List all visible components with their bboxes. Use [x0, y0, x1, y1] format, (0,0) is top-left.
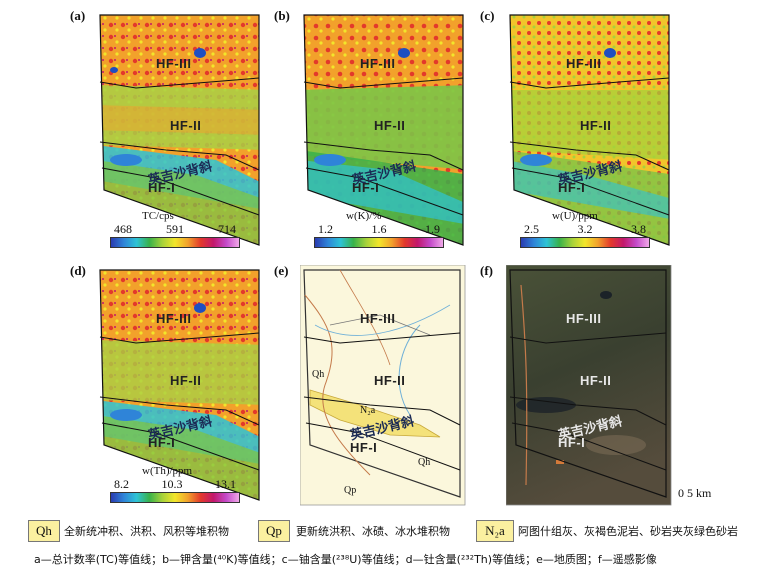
- panel-label: (d): [70, 263, 86, 278]
- panel-label: (a): [70, 8, 86, 23]
- zone-label-hf3: HF-III: [360, 56, 396, 71]
- zone-label-hf1: HF-I: [558, 435, 586, 450]
- tick-label: 1.9: [425, 222, 440, 236]
- legend-swatch-qh: Qh: [28, 520, 60, 542]
- zone-label-hf3: HF-III: [566, 56, 602, 71]
- color-bar: [110, 492, 240, 503]
- legend-swatch-n2a: N₂a: [476, 520, 514, 542]
- tc-contour-map: [99, 14, 260, 246]
- color-bar: [110, 237, 240, 248]
- map-scale-bar: 0 5 km: [678, 486, 711, 501]
- panel-f: (f) HF-III HF-II HF-I 英吉沙背斜: [480, 263, 746, 510]
- scale-value: 5 km: [687, 486, 712, 500]
- scale-title: w(Th)/ppm: [142, 465, 193, 477]
- panel-label: (e): [274, 263, 289, 278]
- figure-caption: a—总计数率(TC)等值线；b—钾含量(⁴⁰K)等值线；c—铀含量(²³⁸U)等…: [34, 553, 657, 566]
- zone-label-hf2: HF-II: [580, 118, 612, 133]
- k-contour-map: [303, 14, 464, 246]
- zone-label-hf1: HF-I: [352, 180, 380, 195]
- panel-label: (b): [274, 8, 290, 23]
- panel-a: (a) HF-III HF-II HF-I 英吉沙背斜 TC/cps 468 59…: [70, 8, 336, 255]
- color-scale: w(K)/% 1.2 1.6 1.9: [314, 210, 444, 248]
- tick-label: 468: [114, 222, 132, 236]
- zone-label-hf1: HF-I: [148, 435, 176, 450]
- tick-label: 8.2: [114, 477, 129, 491]
- tick-label: 10.3: [161, 477, 183, 491]
- tick-label: 3.8: [631, 222, 646, 236]
- panel-label: (f): [480, 263, 493, 278]
- panel-d: (d) HF-III HF-II HF-I 英吉沙背斜 w(Th)/ppm 8.…: [70, 263, 336, 510]
- zone-label-hf2: HF-II: [170, 373, 202, 388]
- panel-c: (c) HF-III HF-II HF-I 英吉沙背斜 w(U)/ppm 2.5…: [480, 8, 746, 255]
- tick-label: 3.2: [577, 222, 593, 236]
- color-scale: TC/cps 468 591 714: [110, 210, 240, 248]
- zone-label-hf1: HF-I: [350, 440, 378, 455]
- color-scale: w(Th)/ppm 8.2 10.3 13.1: [110, 465, 240, 503]
- u-contour-map: [509, 14, 670, 246]
- zone-label-hf1: HF-I: [558, 180, 586, 195]
- panel-e: (e) HF-III HF-II HF-I 英吉沙背斜 Qh N₂a Qh Qp: [274, 263, 540, 510]
- tick-label: 714: [218, 222, 236, 236]
- zone-label-hf3: HF-III: [566, 311, 602, 326]
- legend-text-qh: 全新统冲积、洪积、风积等堆积物: [64, 525, 229, 538]
- tick-label: 2.5: [524, 222, 539, 236]
- panel-b: (b) HF-III HF-II HF-I 英吉沙背斜 w(K)/% 1.2 1.…: [274, 8, 540, 255]
- color-bar: [314, 237, 444, 248]
- scale-title: w(U)/ppm: [552, 210, 598, 222]
- zone-label-hf2: HF-II: [374, 118, 406, 133]
- tick-label: 591: [166, 222, 184, 236]
- legend-swatch-qp: Qp: [258, 520, 290, 542]
- scale-title: TC/cps: [142, 210, 174, 222]
- legend-text-qp: 更新统洪积、冰碛、冰水堆积物: [296, 525, 450, 538]
- geo-label-qp: Qp: [344, 485, 357, 496]
- legend: Qh 全新统冲积、洪积、风积等堆积物 Qp 更新统洪积、冰碛、冰水堆积物 N₂a…: [0, 518, 773, 544]
- scale-zero: 0: [678, 486, 684, 500]
- geologic-map: [300, 265, 466, 506]
- zone-label-hf3: HF-III: [360, 311, 396, 326]
- geo-label-n2a: N₂a: [360, 405, 376, 416]
- geo-label-qh: Qh: [418, 457, 431, 468]
- geo-label-qh: Qh: [312, 369, 325, 380]
- legend-text-n2a: 阿图什组灰、灰褐色泥岩、砂岩夹灰绿色砂岩: [518, 525, 738, 538]
- zone-label-hf3: HF-III: [156, 56, 192, 71]
- zone-label-hf1: HF-I: [148, 180, 176, 195]
- zone-label-hf2: HF-II: [374, 373, 406, 388]
- remote-sensing-image: [506, 265, 672, 506]
- tick-label: 1.2: [318, 222, 333, 236]
- zone-label-hf2: HF-II: [170, 118, 202, 133]
- tick-label: 13.1: [215, 477, 236, 491]
- tick-label: 1.6: [371, 222, 387, 236]
- panel-label: (c): [480, 8, 495, 23]
- th-contour-map: [99, 269, 260, 501]
- color-bar: [520, 237, 650, 248]
- scale-title: w(K)/%: [346, 210, 382, 222]
- zone-label-hf3: HF-III: [156, 311, 192, 326]
- color-scale: w(U)/ppm 2.5 3.2 3.8: [520, 210, 650, 248]
- zone-label-hf2: HF-II: [580, 373, 612, 388]
